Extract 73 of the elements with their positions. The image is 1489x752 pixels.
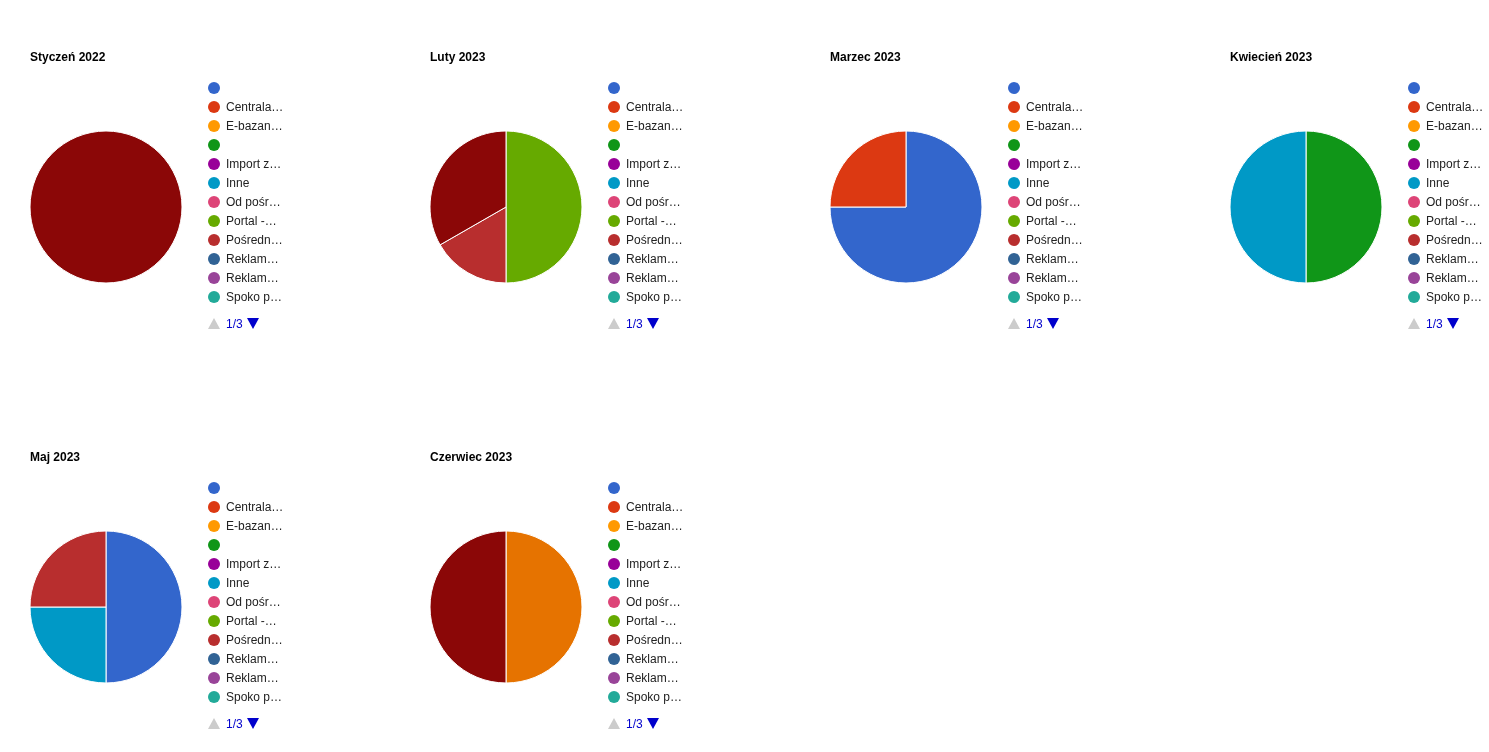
text: 1/3 <box>1026 317 1044 331</box>
legend-label: Import z… <box>626 157 682 171</box>
legend-label: Centrala… <box>226 500 284 514</box>
text: 1/3 <box>226 717 244 731</box>
legend-label: Od pośr… <box>626 195 681 209</box>
legend-label: Portal -… <box>626 614 677 628</box>
text: 1/3 <box>626 717 644 731</box>
legend-label: E-bazan… <box>626 519 683 533</box>
legend-label: Reklam… <box>226 671 279 685</box>
chart-title: Czerwiec 2023 <box>430 450 513 464</box>
legend-label: Import z… <box>1026 157 1082 171</box>
legend-label: Spoko p… <box>226 290 283 304</box>
chart-title: Kwiecień 2023 <box>1230 50 1313 64</box>
legend-label: Od pośr… <box>226 195 281 209</box>
chart-title: Styczeń 2022 <box>30 50 106 64</box>
legend-label: Inne <box>226 576 250 590</box>
legend-label: Centrala… <box>1026 100 1084 114</box>
legend-label: Reklam… <box>1026 252 1079 266</box>
legend-label: E-bazan… <box>1026 119 1083 133</box>
legend-label: Reklam… <box>626 252 679 266</box>
text: 1/3 <box>626 317 644 331</box>
chart-title: Luty 2023 <box>430 50 486 64</box>
legend-label: Reklam… <box>626 271 679 285</box>
legend-label: E-bazan… <box>226 119 283 133</box>
legend-label: Portal -… <box>626 214 677 228</box>
text: 1/3 <box>226 317 244 331</box>
legend-label: Reklam… <box>226 652 279 666</box>
legend-label: Reklam… <box>1426 252 1479 266</box>
legend-label: Reklam… <box>626 652 679 666</box>
legend-label: Portal -… <box>1026 214 1077 228</box>
legend-label: Pośredn… <box>626 233 683 247</box>
legend-label: Reklam… <box>1026 271 1079 285</box>
chart-title: Marzec 2023 <box>830 50 902 64</box>
legend-label: Portal -… <box>226 614 277 628</box>
legend-label: Od pośr… <box>1026 195 1081 209</box>
text: 1/3 <box>1426 317 1444 331</box>
legend-label: Portal -… <box>226 214 277 228</box>
legend-label: Reklam… <box>1426 271 1479 285</box>
legend-label: Spoko p… <box>626 690 683 704</box>
legend-label: Pośredn… <box>626 633 683 647</box>
legend-label: Inne <box>226 176 250 190</box>
legend-label: Od pośr… <box>626 595 681 609</box>
legend-label: Inne <box>1426 176 1450 190</box>
pie-slice <box>829 130 983 284</box>
legend-label: Od pośr… <box>226 595 281 609</box>
legend-label: Inne <box>626 176 650 190</box>
legend-label: Centrala… <box>1426 100 1484 114</box>
legend-label: Reklam… <box>226 271 279 285</box>
legend-label: Centrala… <box>626 100 684 114</box>
legend-label: E-bazan… <box>226 519 283 533</box>
legend-label: Portal -… <box>1426 214 1477 228</box>
legend-label: Reklam… <box>626 671 679 685</box>
legend-label: Import z… <box>626 557 682 571</box>
legend-label: Import z… <box>226 557 282 571</box>
legend-label: Inne <box>626 576 650 590</box>
legend-label: Import z… <box>1426 157 1482 171</box>
legend-label: Pośredn… <box>1426 233 1483 247</box>
legend-label: Spoko p… <box>226 690 283 704</box>
legend-label: Pośredn… <box>1026 233 1083 247</box>
legend-label: Spoko p… <box>626 290 683 304</box>
legend-label: E-bazan… <box>626 119 683 133</box>
legend-label: Import z… <box>226 157 282 171</box>
legend-label: Centrala… <box>226 100 284 114</box>
legend-label: Centrala… <box>626 500 684 514</box>
chart-title: Maj 2023 <box>30 450 81 464</box>
legend-label: E-bazan… <box>1426 119 1483 133</box>
legend-label: Spoko p… <box>1426 290 1483 304</box>
legend-label: Od pośr… <box>1426 195 1481 209</box>
legend-label: Spoko p… <box>1026 290 1083 304</box>
legend-label: Inne <box>1026 176 1050 190</box>
legend-label: Reklam… <box>226 252 279 266</box>
legend-label: Pośredn… <box>226 633 283 647</box>
legend-label: Pośredn… <box>226 233 283 247</box>
